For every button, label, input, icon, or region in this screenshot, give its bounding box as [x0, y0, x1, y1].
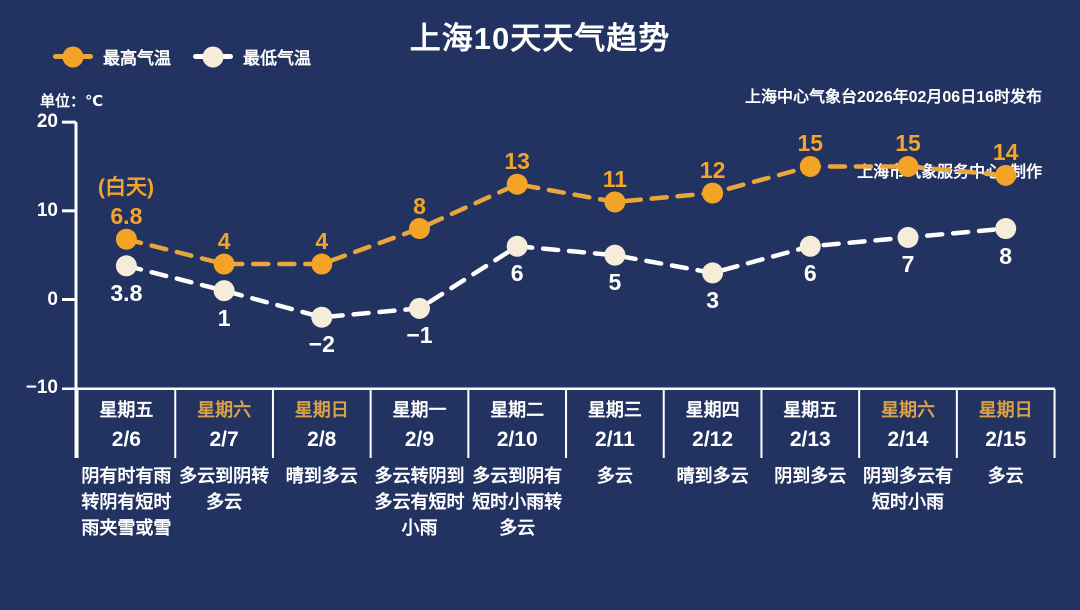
day-column: 星期四 2/12 晴到多云 [664, 389, 762, 489]
low-temp-value-label: −1 [406, 322, 433, 349]
legend-label-low-temp: 最低气温 [243, 49, 311, 68]
y-axis-tick-label: 10 [36, 199, 58, 221]
date-label: 2/13 [789, 428, 831, 451]
high-temp-value-label: 4 [315, 228, 329, 255]
date-label: 2/10 [496, 428, 538, 451]
low-temp-value-label: 3 [706, 286, 719, 313]
weather-description: 阴到多云有短时小雨 [862, 466, 953, 512]
high-temp-line-icon [53, 46, 93, 67]
low-temp-dot-icon [202, 46, 224, 67]
high-temp-value-label: 6.8 [110, 203, 143, 230]
low-temp-point [115, 255, 137, 277]
unit-label: 单位：℃ [40, 93, 104, 110]
weather-description: 晴到多云 [285, 466, 358, 486]
day-column: 星期日 2/8 晴到多云 [273, 389, 371, 489]
weather-description: 多云 [987, 466, 1024, 486]
low-temp-value-label: 3.8 [110, 279, 143, 306]
daytime-label: (白天) [98, 176, 154, 199]
weather-description: 晴到多云 [676, 466, 749, 486]
weather-description: 阴有时有雨转阴有短时雨夹雪或雪 [81, 466, 172, 538]
low-temp-value-label: 5 [608, 269, 622, 296]
high-temp-point [506, 173, 528, 195]
low-temp-point [311, 306, 333, 328]
y-axis-tick-label: 0 [47, 288, 58, 310]
weekday-label: 星期五 [783, 400, 838, 420]
date-label: 2/15 [985, 428, 1027, 451]
weekday-label: 星期六 [197, 400, 252, 420]
high-temp-point [604, 191, 626, 213]
low-temp-point [799, 235, 821, 257]
day-column: 星期日 2/15 多云 [957, 389, 1055, 489]
low-temp-value-label: 7 [901, 251, 915, 278]
date-label: 2/12 [692, 428, 734, 451]
weekday-label: 星期四 [685, 400, 740, 420]
date-label: 2/11 [595, 428, 635, 451]
weekday-label: 星期六 [880, 400, 935, 420]
date-label: 2/14 [887, 428, 929, 451]
page-title: 上海10天天气趋势 [409, 21, 671, 56]
day-column: 星期五 2/13 阴到多云 [761, 389, 859, 489]
weekday-label: 星期日 [978, 400, 1033, 420]
low-temp-value-label: 8 [999, 242, 1013, 269]
weekday-label: 星期日 [294, 400, 349, 420]
y-axis-tick-label: 20 [36, 111, 58, 133]
low-temp-point [604, 244, 626, 266]
publisher-line1: 上海中心气象台2026年02月06日16时发布 [745, 89, 1042, 106]
day-column: 星期一 2/9 多云转阴到多云有短时小雨 [371, 389, 469, 541]
day-column: 星期六 2/14 阴到多云有短时小雨 [859, 389, 957, 515]
weather-description: 多云到阴有短时小雨转多云 [472, 466, 563, 538]
high-temp-value-label: 11 [602, 165, 628, 192]
high-temp-point [311, 253, 333, 275]
legend-item-high-temp: 最高气温 [53, 44, 171, 69]
weather-description: 多云 [596, 466, 633, 486]
weather-description: 多云转阴到多云有短时小雨 [374, 466, 465, 538]
weather-description: 多云到阴转多云 [179, 466, 270, 512]
chart-legend: 最高气温 最低气温 [53, 44, 311, 69]
weekday-label: 星期五 [99, 400, 154, 420]
low-temp-value-label: 6 [510, 260, 524, 287]
weekday-label: 星期三 [587, 400, 642, 420]
high-temp-value-label: 12 [699, 157, 726, 184]
date-label: 2/7 [209, 428, 239, 451]
low-temp-point [506, 235, 528, 257]
low-temp-point [702, 262, 724, 284]
high-temp-value-label: 15 [895, 130, 921, 157]
high-temp-point [115, 228, 137, 250]
high-temp-value-label: 8 [413, 192, 426, 219]
low-temp-line-icon [193, 46, 233, 67]
legend-label-high-temp: 最高气温 [103, 49, 171, 68]
high-temp-value-label: 15 [797, 130, 824, 157]
legend-item-low-temp: 最低气温 [193, 44, 311, 69]
high-temp-dot-icon [62, 46, 84, 67]
day-column: 星期六 2/7 多云到阴转多云 [175, 389, 273, 515]
weekday-label: 星期一 [392, 400, 447, 420]
low-temp-value-label: 1 [217, 304, 231, 331]
y-axis-tick-label: −10 [25, 377, 58, 399]
high-temp-value-label: 13 [504, 148, 530, 175]
weekday-label: 星期二 [490, 400, 545, 420]
date-label: 2/8 [307, 428, 337, 451]
date-label: 2/6 [111, 428, 141, 451]
high-temp-value-label: 4 [217, 228, 231, 255]
high-temp-point [213, 253, 235, 275]
low-temp-point [213, 280, 235, 302]
high-temp-value-label: 14 [992, 139, 1019, 166]
weather-description: 阴到多云 [774, 466, 847, 486]
high-temp-point [409, 218, 430, 240]
low-temp-value-label: −2 [308, 331, 335, 358]
day-column: 星期二 2/10 多云到阴有短时小雨转多云 [468, 389, 566, 541]
date-label: 2/9 [404, 428, 435, 451]
high-temp-point [702, 182, 724, 204]
day-column: 星期三 2/11 多云 [566, 389, 664, 489]
low-temp-point [409, 297, 430, 319]
low-temp-value-label: 6 [803, 260, 817, 287]
day-column: 星期五 2/6 阴有时有雨转阴有短时雨夹雪或雪 [78, 389, 176, 541]
